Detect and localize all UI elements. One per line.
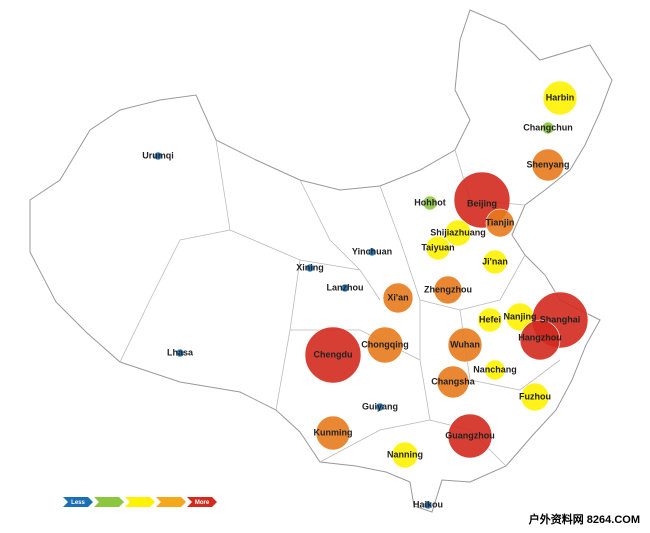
- city-label: Hefei: [479, 314, 501, 324]
- legend-low: Less: [71, 500, 85, 506]
- city-bubble: [447, 327, 483, 363]
- city-bubble: [447, 413, 493, 459]
- city-label: Tianjin: [486, 217, 515, 227]
- city-label: Lanzhou: [327, 282, 364, 292]
- city-label: Changsha: [431, 376, 476, 386]
- city-label: Guangzhou: [445, 430, 495, 440]
- city-bubble: [391, 441, 419, 469]
- legend-swatch: [94, 497, 124, 507]
- watermark: 户外资料网 8264.COM: [529, 512, 640, 526]
- city-label: Shijiazhuang: [430, 227, 486, 237]
- city-label: Xining: [296, 262, 324, 272]
- city-bubble: [382, 282, 414, 314]
- city-bubble: [423, 500, 433, 510]
- city-label: Hangzhou: [518, 332, 562, 342]
- city-bubble: [531, 148, 565, 182]
- city-bubble: [315, 415, 351, 451]
- city-label: Nanchang: [473, 364, 517, 374]
- city-label: Ji'nan: [482, 256, 508, 266]
- city-bubble: [425, 235, 451, 261]
- city-bubble: [433, 275, 463, 305]
- bubbles: [153, 80, 589, 510]
- city-label: Harbin: [546, 92, 575, 102]
- city-label: Fuzhou: [519, 391, 551, 401]
- city-bubble: [375, 402, 385, 412]
- city-bubble: [153, 151, 163, 161]
- city-label: Changchun: [523, 122, 573, 132]
- city-bubble: [305, 263, 315, 273]
- city-label: Xi'an: [387, 292, 408, 302]
- city-label: Kunming: [314, 427, 353, 437]
- city-bubble: [436, 365, 470, 399]
- legend-swatch: [125, 497, 155, 507]
- legend-high: More: [195, 500, 210, 506]
- city-bubble: [422, 195, 438, 211]
- city-label: Zhengzhou: [424, 284, 472, 294]
- city-bubble: [366, 326, 404, 364]
- city-label: Wuhan: [450, 339, 480, 349]
- city-label: Shenyang: [526, 159, 569, 169]
- labels: Harbin Changchun Shenyang Beijing Tianjin Hoh…: [142, 92, 580, 509]
- city-bubble: [520, 382, 550, 412]
- city-label: Chengdu: [314, 349, 353, 359]
- legend-swatch: [187, 497, 217, 507]
- city-bubble: [340, 283, 350, 293]
- city-label: Guiyang: [362, 401, 398, 411]
- province-borders: [119, 139, 561, 467]
- city-label: Hohhot: [414, 197, 446, 207]
- city-label: Nanjing: [504, 311, 537, 321]
- city-bubble: [541, 121, 555, 135]
- city-label: Chongqing: [361, 339, 408, 349]
- legend-swatch: [156, 497, 186, 507]
- city-label: Urumqi: [142, 150, 174, 160]
- city-label: Shanghai: [540, 314, 581, 324]
- city-bubble: [367, 247, 377, 257]
- city-bubble: [444, 219, 472, 247]
- city-label: Yinchuan: [352, 246, 392, 256]
- city-bubble: [175, 348, 185, 358]
- city-label: Nanning: [387, 449, 423, 459]
- city-bubble: [482, 249, 508, 275]
- legend-swatch: [63, 497, 93, 507]
- city-label: Lhasa: [167, 347, 194, 357]
- city-bubble: [477, 307, 503, 333]
- city-label: Haikou: [413, 499, 443, 509]
- city-bubble: [304, 326, 362, 384]
- city-label: Beijing: [467, 198, 497, 208]
- city-bubble: [485, 208, 515, 238]
- city-label: Taiyuan: [421, 242, 454, 252]
- city-bubble: [519, 319, 561, 361]
- city-bubble: [542, 80, 578, 116]
- legend: Less More: [63, 497, 217, 507]
- city-bubble: [484, 359, 506, 381]
